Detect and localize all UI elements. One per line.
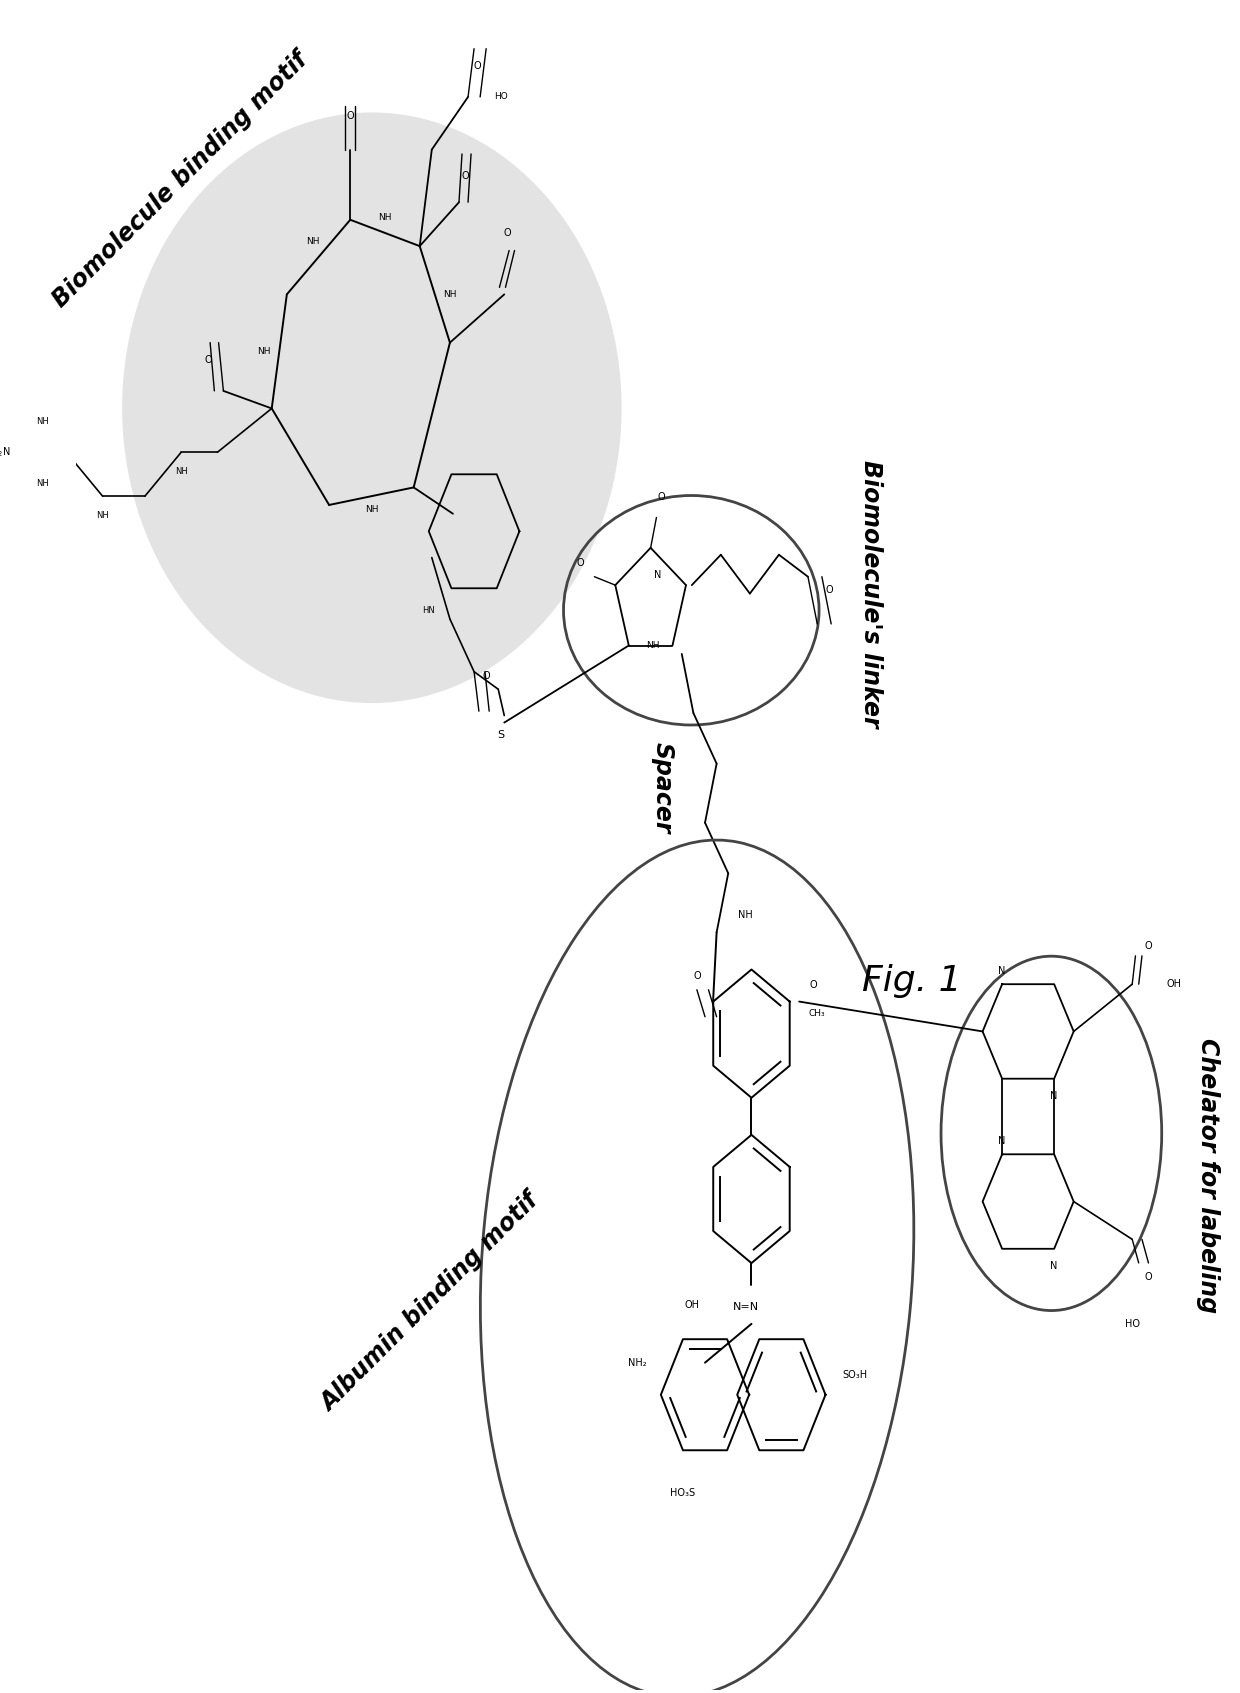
Text: O: O: [693, 972, 701, 982]
Text: O: O: [825, 586, 833, 596]
Text: HO₃S: HO₃S: [671, 1488, 696, 1498]
Text: NH: NH: [258, 347, 270, 356]
Text: NH: NH: [365, 505, 378, 515]
Text: O: O: [474, 61, 481, 71]
Text: NH₂: NH₂: [629, 1358, 647, 1368]
Text: O: O: [205, 356, 212, 366]
Text: O: O: [810, 980, 817, 990]
Text: N: N: [1050, 1090, 1058, 1100]
Text: Biomolecule binding motif: Biomolecule binding motif: [48, 47, 312, 312]
Text: O: O: [657, 493, 665, 503]
Text: O: O: [1145, 941, 1152, 951]
Text: Spacer: Spacer: [650, 742, 675, 833]
Text: OH: OH: [684, 1300, 699, 1310]
Text: O: O: [461, 171, 469, 181]
Text: OH: OH: [1167, 979, 1182, 989]
Text: Biomolecule's linker: Biomolecule's linker: [859, 459, 883, 728]
Text: HO: HO: [1125, 1319, 1140, 1329]
Ellipse shape: [122, 112, 621, 703]
Text: NH: NH: [443, 290, 456, 300]
Text: O: O: [482, 670, 490, 681]
Text: O: O: [577, 559, 584, 569]
Text: SO₃H: SO₃H: [842, 1371, 867, 1380]
Text: NH: NH: [738, 911, 753, 921]
Text: NH: NH: [646, 642, 660, 650]
Text: N: N: [998, 1136, 1006, 1146]
Text: Albumin binding motif: Albumin binding motif: [316, 1188, 543, 1415]
Text: S: S: [497, 730, 505, 740]
Text: NH: NH: [97, 511, 109, 520]
Text: NH: NH: [306, 237, 319, 245]
Text: O: O: [503, 229, 511, 239]
Text: HO: HO: [495, 93, 508, 102]
Text: N: N: [655, 571, 662, 579]
Text: NH: NH: [175, 467, 187, 476]
Text: NH: NH: [36, 416, 48, 427]
Text: NH: NH: [36, 479, 48, 488]
Text: N=N: N=N: [733, 1302, 759, 1312]
Text: N: N: [998, 965, 1006, 975]
Text: N: N: [1050, 1261, 1058, 1271]
Text: NH: NH: [378, 213, 392, 222]
Text: Fig. 1: Fig. 1: [862, 965, 962, 999]
Text: O: O: [346, 112, 355, 122]
Text: CH₃: CH₃: [808, 1009, 825, 1017]
Text: O: O: [1145, 1271, 1152, 1282]
Text: HN: HN: [423, 606, 435, 615]
Text: H$_2$N: H$_2$N: [0, 445, 10, 459]
Text: Chelator for labeling: Chelator for labeling: [1197, 1038, 1220, 1314]
